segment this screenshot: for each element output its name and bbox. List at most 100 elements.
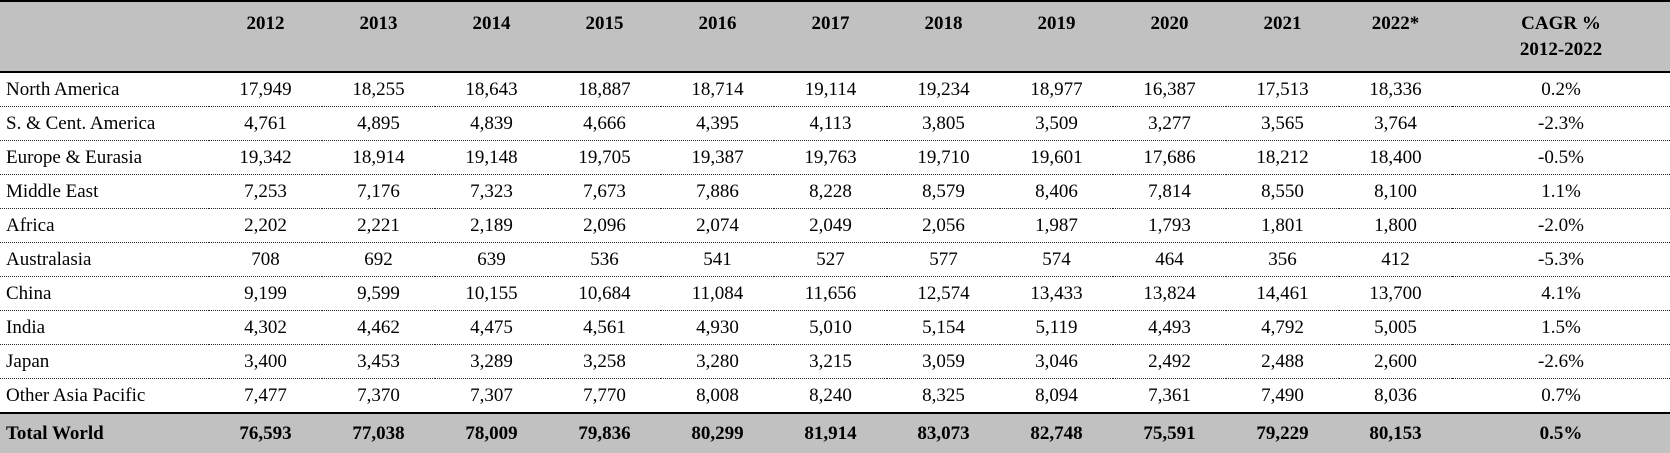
value-cell: 7,477 [244, 384, 287, 406]
value-cell: 19,601 [1030, 146, 1083, 168]
value-cell: 19,705 [578, 146, 631, 168]
value-cell: 13,700 [1369, 282, 1422, 304]
value-cell: 19,148 [465, 146, 518, 168]
row-label: India [6, 316, 46, 338]
value-cell: 16,387 [1143, 78, 1196, 100]
cagr-header-line2: 2012-2022 [1519, 39, 1603, 60]
value-cell: 18,887 [578, 78, 631, 100]
cagr-cell: 0.7% [1541, 384, 1581, 406]
row-label: S. & Cent. America [6, 112, 156, 134]
value-cell: 577 [929, 248, 958, 270]
value-cell: 5,119 [1035, 316, 1078, 338]
value-cell: 18,914 [352, 146, 405, 168]
value-cell: 81,914 [804, 423, 857, 444]
value-cell: 9,599 [357, 282, 400, 304]
value-cell: 7,307 [470, 384, 513, 406]
header-row: 2012 2013 2014 2015 2016 2017 2018 2019 2020 2021… [0, 1, 1670, 72]
col-header-year: 2022* [1371, 13, 1420, 34]
table-row: Africa 2,202 2,221 2,189 2,096 2,074 2,049 2,05… [0, 208, 1670, 243]
value-cell: 79,836 [578, 423, 631, 444]
cagr-cell: 4.1% [1541, 282, 1581, 304]
value-cell: 412 [1381, 248, 1410, 270]
value-cell: 3,509 [1035, 112, 1078, 134]
value-cell: 2,202 [244, 214, 287, 236]
value-cell: 19,114 [804, 78, 857, 100]
value-cell: 3,215 [809, 350, 852, 372]
table-row: Other Asia Pacific 7,477 7,370 7,307 7,770 8,… [0, 378, 1670, 413]
value-cell: 8,550 [1261, 180, 1304, 202]
value-cell: 5,154 [922, 316, 965, 338]
value-cell: 75,591 [1143, 423, 1196, 444]
value-cell: 1,987 [1035, 214, 1078, 236]
value-cell: 4,895 [357, 112, 400, 134]
value-cell: 4,493 [1148, 316, 1191, 338]
value-cell: 8,406 [1035, 180, 1078, 202]
value-cell: 3,453 [357, 350, 400, 372]
value-cell: 5,005 [1374, 316, 1417, 338]
col-header-year: 2016 [698, 13, 737, 34]
value-cell: 3,258 [583, 350, 626, 372]
value-cell: 4,792 [1261, 316, 1304, 338]
table-body: North America 17,949 18,255 18,643 18,887 18,… [0, 72, 1670, 453]
row-label: Africa [6, 214, 55, 236]
row-label: North America [6, 78, 120, 100]
value-cell: 10,684 [578, 282, 631, 304]
value-cell: 541 [703, 248, 732, 270]
value-cell: 2,600 [1374, 350, 1417, 372]
value-cell: 2,189 [470, 214, 513, 236]
value-cell: 2,049 [809, 214, 852, 236]
row-label: Total World [6, 423, 104, 444]
col-header-cagr: CAGR % 2012-2022 [1452, 1, 1670, 72]
row-label: China [6, 282, 52, 304]
value-cell: 18,212 [1256, 146, 1309, 168]
col-header-year: 2020 [1150, 13, 1189, 34]
value-cell: 4,462 [357, 316, 400, 338]
value-cell: 76,593 [239, 423, 292, 444]
value-cell: 1,801 [1261, 214, 1304, 236]
value-cell: 7,370 [357, 384, 400, 406]
value-cell: 527 [816, 248, 845, 270]
cagr-cell: 0.5% [1539, 423, 1583, 444]
value-cell: 8,094 [1035, 384, 1078, 406]
value-cell: 13,824 [1143, 282, 1196, 304]
value-cell: 11,084 [691, 282, 744, 304]
table-row: India 4,302 4,462 4,475 4,561 4,930 5,010 5,154… [0, 310, 1670, 345]
value-cell: 13,433 [1030, 282, 1083, 304]
value-cell: 3,059 [922, 350, 965, 372]
cagr-header-line1: CAGR % [1521, 13, 1601, 34]
row-label: Australasia [6, 248, 92, 270]
value-cell: 17,949 [239, 78, 292, 100]
col-header-year: 2018 [924, 13, 963, 34]
value-cell: 17,513 [1256, 78, 1309, 100]
col-header-year: 2021 [1263, 13, 1302, 34]
value-cell: 7,770 [583, 384, 626, 406]
value-cell: 2,492 [1148, 350, 1191, 372]
value-cell: 692 [364, 248, 393, 270]
value-cell: 18,255 [352, 78, 405, 100]
value-cell: 574 [1042, 248, 1071, 270]
table-header: 2012 2013 2014 2015 2016 2017 2018 2019 2020 2021… [0, 1, 1670, 72]
table-row: Middle East 7,253 7,176 7,323 7,673 7,886 8,22… [0, 174, 1670, 209]
value-cell: 19,763 [804, 146, 857, 168]
table-row: North America 17,949 18,255 18,643 18,887 18,… [0, 72, 1670, 107]
total-row: Total World 76,593 77,038 78,009 79,836 80,29… [0, 413, 1670, 453]
value-cell: 8,579 [922, 180, 965, 202]
col-header-region [0, 1, 209, 72]
value-cell: 18,714 [691, 78, 744, 100]
value-cell: 3,805 [922, 112, 965, 134]
value-cell: 7,253 [244, 180, 287, 202]
value-cell: 7,673 [583, 180, 626, 202]
value-cell: 1,793 [1148, 214, 1191, 236]
value-cell: 3,277 [1148, 112, 1191, 134]
value-cell: 4,561 [583, 316, 626, 338]
value-cell: 2,074 [696, 214, 739, 236]
value-cell: 4,666 [583, 112, 626, 134]
value-cell: 708 [251, 248, 280, 270]
value-cell: 2,221 [357, 214, 400, 236]
value-cell: 8,228 [809, 180, 852, 202]
value-cell: 7,361 [1148, 384, 1191, 406]
row-label: Europe & Eurasia [6, 146, 143, 168]
value-cell: 14,461 [1256, 282, 1309, 304]
table-row: China 9,199 9,599 10,155 10,684 11,084 11,656 1… [0, 276, 1670, 311]
